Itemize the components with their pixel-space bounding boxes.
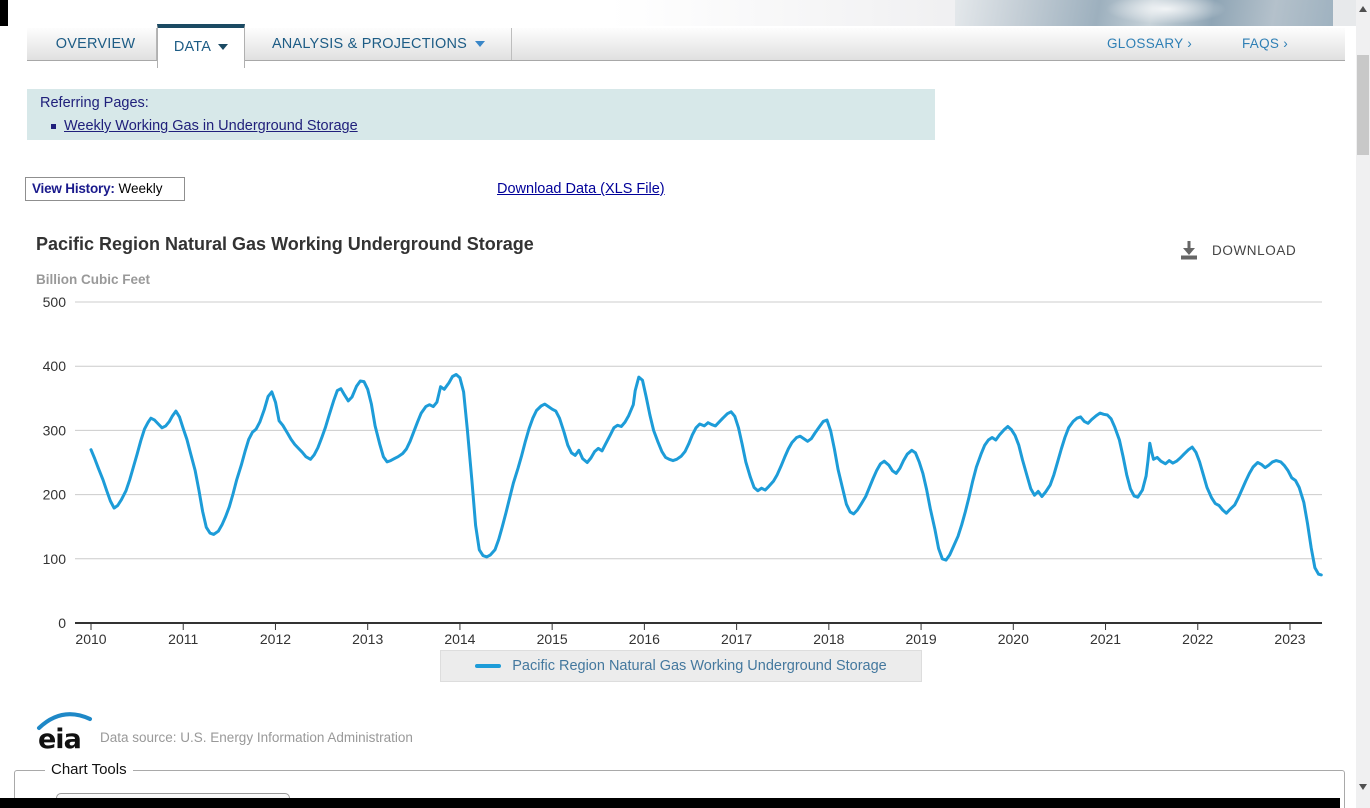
- x-axis-tick-label: 2016: [629, 631, 660, 647]
- y-axis-tick-label: 300: [43, 422, 67, 438]
- chart-units-label: Billion Cubic Feet: [36, 272, 151, 287]
- scroll-down-arrow-icon[interactable]: [1359, 784, 1367, 790]
- x-axis-tick-label: 2017: [721, 631, 752, 647]
- x-axis-tick-label: 2020: [998, 631, 1029, 647]
- x-axis-tick-label: 2019: [905, 631, 936, 647]
- top-banner-strip: [0, 0, 1356, 26]
- x-axis-tick-label: 2018: [813, 631, 844, 647]
- eia-logo-text: eia: [38, 724, 82, 755]
- tab-data-label: DATA: [173, 39, 212, 55]
- data-source-text: Data source: U.S. Energy Information Adm…: [100, 730, 413, 745]
- tab-analysis-label: ANALYSIS & PROJECTIONS: [271, 36, 468, 52]
- referring-page-link[interactable]: Weekly Working Gas in Underground Storag…: [64, 118, 358, 134]
- x-axis-tick-label: 2010: [75, 631, 106, 647]
- chevron-down-icon: [475, 41, 486, 48]
- chart-legend: Pacific Region Natural Gas Working Under…: [440, 650, 922, 682]
- eia-logo[interactable]: eia: [36, 710, 96, 755]
- referring-pages-title: Referring Pages:: [40, 95, 149, 111]
- chart-download-button[interactable]: DOWNLOAD: [1178, 240, 1296, 260]
- x-axis-tick-label: 2015: [537, 631, 568, 647]
- tab-analysis-projections[interactable]: ANALYSIS & PROJECTIONS: [246, 28, 512, 60]
- legend-label: Pacific Region Natural Gas Working Under…: [512, 658, 887, 674]
- chart-tools-title: Chart Tools: [45, 761, 133, 778]
- referring-page-item: Weekly Working Gas in Underground Storag…: [40, 118, 935, 134]
- tab-data[interactable]: DATA: [157, 24, 245, 68]
- tab-overview-label: OVERVIEW: [55, 36, 136, 52]
- x-axis-tick-label: 2014: [444, 631, 475, 647]
- x-axis-tick-label: 2022: [1182, 631, 1213, 647]
- line-chart: 0 100 200 300 400 500 2010 2011 2012 2013 2014 2015…: [0, 294, 1345, 655]
- scroll-up-arrow-icon[interactable]: [1359, 6, 1367, 12]
- download-icon: [1181, 241, 1197, 260]
- y-axis-tick-label: 200: [43, 487, 67, 503]
- y-axis-tick-label: 100: [43, 551, 67, 567]
- x-axis-tick-label: 2023: [1274, 631, 1305, 647]
- tab-bar: OVERVIEW DATA ANALYSIS & PROJECTIONS: [27, 24, 1345, 68]
- referring-pages-box: Referring Pages: Weekly Working Gas in U…: [27, 89, 935, 140]
- faqs-link[interactable]: FAQS ›: [1242, 36, 1289, 51]
- y-axis-tick-label: 0: [58, 615, 66, 631]
- view-history-value: Weekly: [118, 181, 163, 196]
- bottom-black-bar: [0, 798, 1340, 808]
- eia-logo-arc-icon: [37, 712, 92, 730]
- view-history-label: View History:: [32, 181, 115, 196]
- chart-svg: 0 100 200 300 400 500 2010 2011 2012 2013 2014 2015…: [43, 294, 1323, 647]
- glossary-link[interactable]: GLOSSARY ›: [1107, 36, 1193, 51]
- download-data-xls-link[interactable]: Download Data (XLS File): [497, 181, 665, 197]
- corner-artifact: [0, 0, 8, 26]
- scrollbar-thumb[interactable]: [1357, 55, 1369, 155]
- chevron-down-icon: [218, 44, 229, 51]
- banner-photo: [955, 0, 1333, 26]
- chart-title: Pacific Region Natural Gas Working Under…: [36, 234, 534, 254]
- x-axis-tick-label: 2013: [352, 631, 383, 647]
- vertical-scrollbar[interactable]: [1356, 0, 1370, 808]
- view-history-box: View History: Weekly: [25, 177, 185, 201]
- tab-overview[interactable]: OVERVIEW: [35, 28, 157, 60]
- x-axis-tick-label: 2011: [168, 631, 198, 647]
- bullet-icon: [51, 124, 56, 129]
- x-axis-tick-label: 2012: [260, 631, 291, 647]
- x-axis-tick-label: 2021: [1090, 631, 1121, 647]
- data-line: [89, 373, 1323, 577]
- download-button-label: DOWNLOAD: [1212, 242, 1297, 258]
- y-axis-tick-label: 400: [43, 358, 67, 374]
- legend-line-swatch: [475, 664, 502, 668]
- y-axis-tick-label: 500: [43, 295, 67, 310]
